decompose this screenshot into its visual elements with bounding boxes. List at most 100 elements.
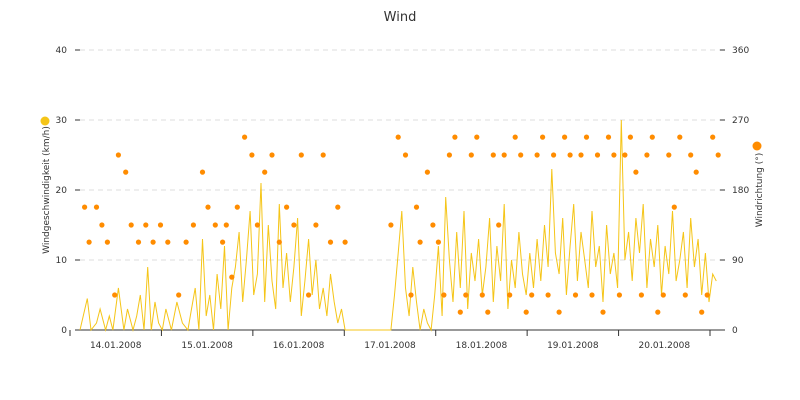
wind-speed-series — [79, 119, 717, 332]
wind-direction-point — [611, 152, 617, 158]
x-tick-label: 15.01.2008 — [181, 341, 233, 351]
x-tick-label: 20.01.2008 — [639, 341, 691, 351]
wind-direction-point — [435, 239, 441, 245]
wind-direction-point — [649, 134, 655, 140]
chart-title: Wind — [384, 10, 417, 25]
wind-direction-point — [490, 152, 496, 158]
wind-direction-point — [262, 169, 268, 175]
wind-direction-point — [229, 274, 235, 280]
wind-direction-point — [143, 222, 149, 228]
wind-direction-point — [468, 152, 474, 158]
wind-direction-point — [327, 239, 334, 245]
wind-direction-point — [242, 134, 248, 140]
wind-direction-point — [176, 292, 182, 298]
wind-direction-point — [128, 222, 134, 228]
wind-direction-point — [313, 222, 319, 228]
left-y-axis-ticks: 0 10 20 30 40 — [56, 46, 80, 336]
wind-direction-point — [518, 152, 524, 158]
wind-direction-point — [540, 134, 546, 140]
wind-direction-point — [212, 222, 218, 228]
wind-speed-line — [79, 119, 717, 332]
wind-direction-point — [298, 152, 304, 158]
x-axis-ticks: 14.01.2008 15.01.2008 16.01.2008 17.01.2008… — [69, 330, 711, 351]
wind-direction-point — [183, 239, 189, 245]
wind-direction-point — [474, 134, 480, 140]
wind-direction-point — [284, 204, 290, 210]
wind-direction-point — [320, 152, 326, 158]
wind-direction-point — [441, 292, 447, 298]
wind-direction-point — [567, 152, 573, 158]
wind-direction-point — [99, 222, 105, 228]
wind-direction-point — [551, 152, 557, 158]
wind-direction-point — [616, 292, 623, 298]
wind-direction-point — [512, 134, 518, 140]
wind-direction-point — [430, 222, 436, 228]
x-tick-label: 17.01.2008 — [364, 341, 416, 351]
wind-direction-point — [534, 152, 540, 158]
wind-direction-point — [335, 204, 341, 210]
wind-direction-point — [276, 239, 282, 245]
wind-direction-point — [424, 169, 430, 175]
wind-direction-point — [417, 239, 423, 245]
left-axis-label: Windgeschwindigkeit (km/h) — [42, 126, 52, 254]
wind-direction-point — [556, 309, 562, 315]
wind-direction-point — [699, 309, 705, 315]
wind-direction-point — [413, 204, 420, 210]
wind-direction-point — [457, 309, 463, 315]
wind-direction-point — [704, 292, 710, 298]
wind-direction-point — [589, 292, 595, 298]
left-axis-legend-marker — [40, 116, 50, 126]
wind-direction-point — [150, 239, 156, 245]
wind-direction-point — [249, 152, 255, 158]
wind-direction-point — [496, 222, 502, 228]
left-tick-label: 10 — [56, 256, 68, 266]
wind-direction-point — [452, 134, 458, 140]
wind-direction-point — [660, 292, 666, 298]
wind-direction-point — [234, 204, 240, 210]
wind-direction-point — [82, 204, 88, 210]
wind-direction-point — [342, 239, 348, 245]
right-tick-label: 270 — [732, 116, 749, 126]
wind-direction-point — [600, 309, 606, 315]
wind-direction-point — [545, 292, 551, 298]
wind-direction-point — [395, 134, 401, 140]
right-axis-label: Windrichtung (°) — [755, 153, 765, 228]
wind-direction-point — [633, 169, 639, 175]
wind-direction-point — [306, 292, 312, 298]
wind-direction-point — [693, 169, 699, 175]
wind-direction-point — [446, 152, 452, 158]
wind-direction-point — [112, 292, 118, 298]
wind-direction-point — [644, 152, 650, 158]
wind-direction-point — [523, 309, 529, 315]
wind-direction-point — [190, 222, 196, 228]
wind-direction-point — [254, 222, 260, 228]
right-y-axis-ticks: 0 90 180 270 360 — [720, 46, 749, 336]
wind-direction-point — [408, 292, 414, 298]
wind-direction-point — [529, 292, 535, 298]
left-tick-label: 30 — [56, 116, 68, 126]
left-tick-label: 40 — [56, 46, 68, 56]
wind-direction-point — [677, 134, 683, 140]
x-tick-label: 14.01.2008 — [90, 341, 142, 351]
wind-direction-point — [622, 152, 628, 158]
wind-direction-point — [627, 134, 634, 140]
wind-direction-point — [115, 152, 121, 158]
wind-direction-point — [463, 292, 469, 298]
wind-direction-point — [388, 222, 394, 228]
right-tick-label: 180 — [732, 186, 749, 196]
wind-direction-point — [402, 152, 409, 158]
wind-direction-point — [666, 152, 672, 158]
wind-direction-point — [583, 134, 590, 140]
wind-direction-point — [269, 152, 275, 158]
wind-direction-point — [479, 292, 485, 298]
wind-direction-point — [688, 152, 694, 158]
left-tick-label: 20 — [56, 186, 68, 196]
wind-direction-point — [578, 152, 584, 158]
wind-direction-point — [220, 239, 226, 245]
wind-direction-point — [710, 134, 716, 140]
wind-direction-point — [291, 222, 297, 228]
wind-direction-point — [682, 292, 688, 298]
wind-direction-point — [86, 239, 92, 245]
wind-direction-point — [501, 152, 507, 158]
